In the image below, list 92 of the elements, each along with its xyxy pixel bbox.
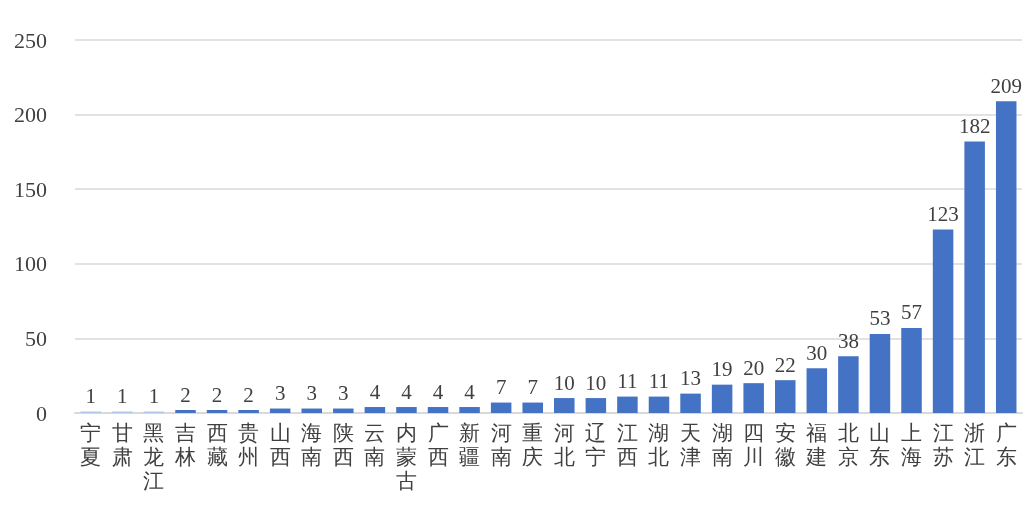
data-label: 7: [527, 375, 538, 400]
x-tick-label: 江西: [616, 421, 638, 469]
bar: [396, 407, 417, 413]
data-label: 57: [901, 300, 923, 325]
bar: [964, 141, 985, 413]
bar: [175, 410, 196, 413]
data-label: 2: [211, 382, 223, 407]
bar: [617, 396, 638, 413]
bar: [333, 408, 354, 413]
bar: [869, 333, 891, 413]
x-tick-label: 上海: [901, 421, 923, 469]
x-tick-label: 宁夏: [80, 421, 102, 469]
bar: [932, 229, 954, 413]
y-tick-label: 150: [14, 176, 47, 202]
data-label: 3: [306, 381, 317, 406]
x-tick-label: 陕西: [332, 421, 354, 469]
x-tick-label: 湖南: [711, 421, 733, 469]
data-label: 10: [585, 370, 607, 395]
data-label: 13: [680, 366, 702, 391]
bar: [459, 407, 480, 413]
data-label: 10: [553, 370, 575, 395]
data-label: 11: [617, 369, 638, 394]
y-tick-label: 0: [36, 400, 47, 426]
x-tick-label: 广西: [427, 421, 449, 469]
x-tick-label: 四川: [743, 421, 765, 469]
bar: [680, 393, 701, 413]
data-label: 2: [180, 382, 191, 407]
data-label: 123: [927, 201, 959, 226]
x-tick-label: 浙江: [964, 421, 986, 469]
x-tick-label: 北京: [837, 421, 859, 469]
bar: [427, 407, 449, 413]
data-label: 209: [990, 73, 1022, 98]
y-tick-label: 250: [14, 27, 47, 53]
data-label: 7: [495, 375, 507, 400]
bar: [648, 396, 670, 413]
y-tick-label: 200: [14, 102, 47, 128]
bar: [838, 356, 859, 413]
x-tick-label: 安徽: [774, 421, 796, 469]
x-tick-label: 广东: [995, 421, 1017, 469]
x-tick-label: 内蒙古: [395, 421, 417, 493]
y-tick-label: 50: [25, 325, 47, 351]
x-tick-label: 吉林: [173, 421, 196, 469]
bar: [901, 327, 922, 413]
x-tick-label: 河北: [553, 421, 575, 469]
bar: [490, 402, 512, 413]
x-tick-label: 辽宁: [585, 421, 607, 469]
data-label: 1: [85, 384, 97, 409]
data-label: 11: [648, 369, 670, 394]
x-tick-label: 云南: [364, 421, 386, 469]
x-tick-label: 西藏: [206, 421, 228, 469]
x-tick-label: 山东: [869, 421, 891, 469]
data-label: 4: [369, 379, 381, 404]
y-tick-label: 100: [14, 251, 47, 277]
bar: [806, 368, 828, 413]
x-tick-label: 甘肃: [111, 421, 133, 469]
bar: [743, 383, 764, 413]
bar: [711, 384, 733, 413]
data-label: 20: [743, 355, 765, 380]
data-label: 4: [464, 379, 476, 404]
bar: [238, 410, 259, 413]
data-label: 30: [806, 340, 828, 365]
x-tick-label: 海南: [301, 421, 323, 469]
bar: [522, 402, 543, 413]
x-tick-label: 湖北: [648, 421, 670, 469]
bar: [774, 380, 796, 413]
bar: [554, 398, 575, 413]
x-tick-label: 山西: [269, 421, 291, 469]
x-tick-label: 黑龙江: [143, 421, 165, 493]
data-label: 53: [869, 306, 891, 331]
data-label: 4: [401, 379, 413, 404]
data-label: 4: [432, 379, 444, 404]
bar: [301, 408, 323, 413]
data-label: 2: [243, 382, 254, 407]
bar: [585, 398, 607, 413]
x-tick-label: 河南: [490, 421, 512, 469]
bar: [995, 101, 1017, 413]
x-tick-label: 福建: [805, 421, 828, 469]
data-label: 3: [338, 381, 349, 406]
bar: [206, 410, 228, 413]
x-tick-label: 新疆: [459, 421, 481, 469]
data-label: 19: [711, 357, 733, 382]
x-tick-label: 江苏: [932, 421, 954, 469]
bar: [364, 407, 386, 413]
data-label: 1: [148, 384, 160, 409]
data-label: 22: [774, 352, 796, 377]
data-label: 3: [274, 381, 286, 406]
data-label: 1: [117, 384, 128, 409]
data-label: 182: [958, 113, 991, 138]
x-tick-label: 贵州: [238, 421, 260, 469]
data-label: 38: [837, 328, 859, 353]
x-tick-label: 天津: [680, 421, 702, 469]
x-tick-label: 重庆: [522, 421, 544, 469]
